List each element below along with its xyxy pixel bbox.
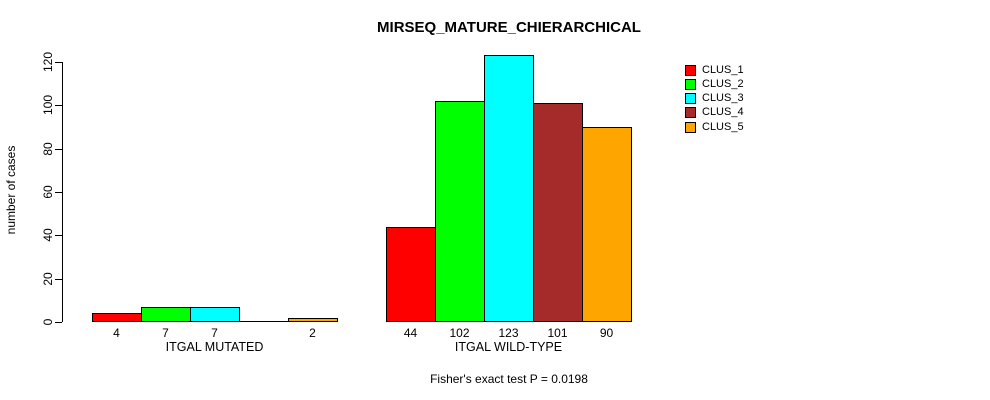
pvalue-subtitle: Fisher's exact test P = 0.0198	[430, 372, 588, 386]
bar-value-label: 123	[498, 326, 519, 340]
y-tick	[55, 235, 62, 236]
group-label: ITGAL WILD-TYPE	[454, 340, 563, 354]
bar-clus_1	[386, 227, 436, 322]
y-tick-label: 40	[41, 228, 55, 242]
y-tick-label: 0	[41, 318, 55, 326]
y-tick-label: 100	[41, 94, 55, 116]
y-tick-label: 20	[41, 272, 55, 286]
bar-clus_5	[582, 127, 632, 322]
bar-value-label: 7	[211, 326, 218, 340]
bar-value-label: 2	[309, 326, 316, 340]
y-tick	[55, 62, 62, 63]
y-tick-label: 60	[41, 185, 55, 199]
y-tick	[55, 105, 62, 106]
y-tick	[55, 192, 62, 193]
y-tick	[55, 149, 62, 150]
legend-label-clus_2: CLUS_2	[702, 78, 744, 90]
bar-clus_2	[141, 307, 191, 322]
chart-title: MIRSEQ_MATURE_CHIERARCHICAL	[377, 19, 641, 36]
y-tick-label: 120	[41, 51, 55, 73]
bar-clus_4-zero	[239, 321, 289, 322]
legend-swatch-clus_5	[685, 122, 696, 133]
bar-clus_1	[92, 313, 142, 322]
bar-clus_3	[190, 307, 240, 322]
y-tick	[55, 279, 62, 280]
bar-clus_3	[484, 55, 534, 322]
bar-clus_2	[435, 101, 485, 322]
legend-swatch-clus_4	[685, 107, 696, 118]
y-tick	[55, 322, 62, 323]
bar-clus_4	[533, 103, 583, 322]
bar-value-label: 102	[449, 326, 470, 340]
bar-value-label: 4	[113, 326, 120, 340]
legend-label-clus_4: CLUS_4	[702, 106, 744, 118]
legend-label-clus_3: CLUS_3	[702, 92, 744, 104]
group-label: ITGAL MUTATED	[165, 340, 264, 354]
legend-swatch-clus_1	[685, 65, 696, 76]
bar-value-label: 90	[599, 326, 614, 340]
legend-label-clus_1: CLUS_1	[702, 64, 744, 76]
legend-swatch-clus_2	[685, 79, 696, 90]
bar-value-label: 7	[162, 326, 169, 340]
bar-clus_5	[288, 318, 338, 322]
bar-value-label: 101	[547, 326, 568, 340]
y-tick-label: 80	[41, 142, 55, 156]
bar-value-label: 44	[403, 326, 418, 340]
y-axis-line	[62, 62, 63, 322]
legend-label-clus_5: CLUS_5	[702, 121, 744, 133]
legend-swatch-clus_3	[685, 93, 696, 104]
y-axis-label: number of cases	[4, 145, 18, 235]
